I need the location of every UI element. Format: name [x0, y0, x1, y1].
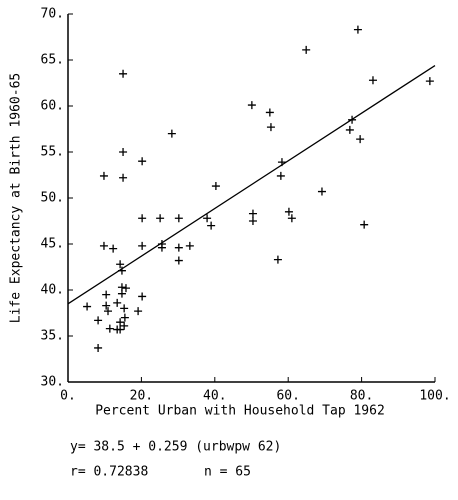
point	[102, 301, 111, 310]
point	[174, 214, 183, 223]
point	[94, 316, 103, 325]
x-axis-label: Percent Urban with Household Tap 1962	[95, 404, 385, 419]
point	[287, 214, 296, 223]
point	[113, 298, 122, 307]
point	[116, 318, 125, 327]
x-tick-label: 100.	[419, 389, 450, 404]
y-tick-label: 45.	[41, 237, 64, 252]
point	[302, 45, 311, 54]
y-tick-label: 70.	[41, 7, 64, 22]
point	[116, 260, 125, 269]
point	[284, 207, 293, 216]
annotation: y= 38.5 + 0.259 (urbwpw 62)	[70, 440, 281, 455]
x-tick-label: 80.	[350, 389, 373, 404]
y-tick-label: 40.	[41, 283, 64, 298]
point	[247, 101, 256, 110]
point	[120, 304, 129, 313]
point	[120, 313, 129, 322]
point	[273, 255, 282, 264]
point	[138, 241, 147, 250]
point	[119, 69, 128, 78]
point	[157, 243, 166, 252]
y-tick-label: 65.	[41, 53, 64, 68]
point	[211, 182, 220, 191]
point	[109, 244, 118, 253]
point	[117, 289, 126, 298]
point	[102, 290, 111, 299]
annotation: n = 65	[204, 465, 251, 480]
point	[207, 221, 216, 230]
annotation: r= 0.72838	[70, 465, 148, 480]
point	[425, 77, 434, 86]
point	[345, 125, 354, 134]
x-tick-label: 40.	[203, 389, 226, 404]
point	[121, 284, 130, 293]
point	[317, 187, 326, 196]
y-axis-label: Life Expectancy at Birth 1960-65	[9, 73, 24, 323]
point	[94, 343, 103, 352]
point	[120, 321, 129, 330]
point	[185, 241, 194, 250]
point	[104, 307, 113, 316]
point	[167, 129, 176, 138]
point	[368, 76, 377, 85]
point	[119, 148, 128, 156]
point	[360, 220, 369, 229]
point	[156, 214, 165, 223]
point	[138, 292, 147, 301]
trend-line	[67, 64, 436, 305]
point	[276, 171, 285, 180]
point	[356, 135, 365, 144]
point	[134, 307, 143, 316]
y-tick-label: 30.	[41, 375, 64, 390]
x-tick-label: 60.	[276, 389, 299, 404]
point	[265, 108, 274, 117]
point	[248, 217, 257, 225]
point	[138, 157, 147, 166]
point	[174, 256, 183, 265]
point	[138, 214, 147, 223]
point	[119, 173, 128, 182]
point	[203, 214, 212, 223]
point	[83, 302, 92, 311]
point	[266, 123, 275, 132]
point	[105, 324, 114, 333]
point	[248, 209, 257, 218]
y-tick-label: 50.	[41, 191, 64, 206]
point	[116, 325, 125, 334]
point	[99, 171, 108, 180]
x-tick-label: 0.	[60, 389, 76, 404]
y-tick-label: 35.	[41, 329, 64, 344]
y-tick-label: 60.	[41, 99, 64, 114]
y-tick-label: 55.	[41, 145, 64, 160]
x-tick-label: 20.	[130, 389, 153, 404]
point	[99, 241, 108, 250]
point	[353, 25, 362, 34]
point	[174, 243, 183, 252]
